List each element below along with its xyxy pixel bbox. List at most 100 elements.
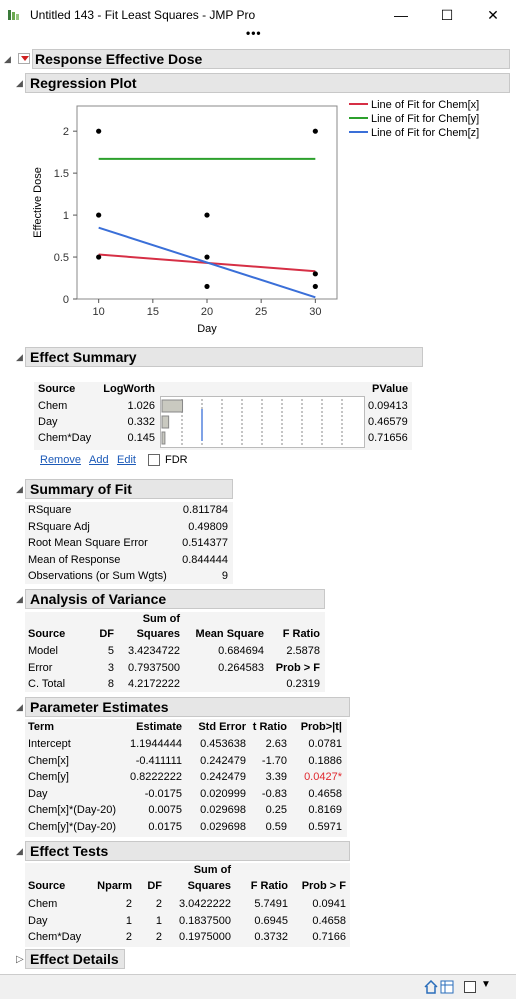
col-header-pvalue: PValue xyxy=(372,383,409,395)
logworth-bar xyxy=(161,399,184,413)
term-cell: Chem[y] xyxy=(28,771,69,783)
logworth-cell: 1.026 xyxy=(127,400,155,412)
col-header-pe-0: Term xyxy=(28,721,55,733)
col-header-pe-2: Std Error xyxy=(198,721,246,733)
fit-stat-label: Observations (or Sum Wgts) xyxy=(28,570,167,582)
effect-summary-header[interactable]: Effect Summary xyxy=(25,347,423,367)
anova-header[interactable]: Analysis of Variance xyxy=(25,589,325,609)
anova-ss: 0.7937500 xyxy=(128,661,180,674)
regression-plot-header[interactable]: Regression Plot xyxy=(25,73,510,93)
logworth-cell: 0.332 xyxy=(127,416,155,428)
expand-triangle-icon[interactable]: ▷ xyxy=(16,954,24,965)
effect-value: 0.3732 xyxy=(254,931,288,943)
status-bar: ▼ xyxy=(0,974,516,999)
pe-value-cell: -0.83 xyxy=(261,787,287,800)
effect-source: Chem*Day xyxy=(28,931,82,943)
fdr-label: FDR xyxy=(165,454,188,466)
legend-item: Line of Fit for Chem[x] xyxy=(371,99,479,111)
term-cell: Chem[x]*(Day-20) xyxy=(28,804,117,816)
legend-item: Line of Fit for Chem[z] xyxy=(371,127,479,139)
collapse-triangle-icon[interactable]: ◢ xyxy=(16,846,23,856)
close-button[interactable]: ✕ xyxy=(470,0,516,30)
window-checkbox[interactable] xyxy=(464,981,476,993)
data-point xyxy=(96,254,102,260)
table-icon[interactable] xyxy=(440,980,454,994)
anova-df: 5 xyxy=(107,645,114,657)
dropdown-arrow-icon[interactable]: ▼ xyxy=(481,979,491,990)
data-point xyxy=(312,283,318,290)
anova-ms: 0.684694 xyxy=(218,645,264,657)
anova-ms: 0.264583 xyxy=(218,661,264,674)
term-cell: Day xyxy=(28,787,48,800)
y-tick-label: 1.5 xyxy=(54,168,69,180)
data-point xyxy=(204,254,210,260)
fit-line-chem-z xyxy=(98,226,316,299)
effect-value: 0.7166 xyxy=(312,931,346,943)
logworth-bar xyxy=(161,431,166,445)
data-point xyxy=(96,212,102,218)
maximize-button[interactable]: ☐ xyxy=(424,0,470,30)
data-point xyxy=(204,212,210,218)
x-tick-label: 25 xyxy=(255,306,267,318)
remove-link[interactable]: Remove xyxy=(40,454,81,466)
x-tick-label: 20 xyxy=(201,306,213,318)
collapse-triangle-icon[interactable]: ◢ xyxy=(4,54,11,64)
pe-value-cell: 0.5971 xyxy=(308,820,342,833)
add-link[interactable]: Add xyxy=(89,454,109,466)
logworth-bar-area xyxy=(160,396,365,448)
effect-value: 1 xyxy=(125,914,132,927)
effect-details-header[interactable]: Effect Details xyxy=(25,949,125,969)
col-header-squares: Squares xyxy=(136,628,180,640)
data-point xyxy=(204,283,210,290)
logworth-bar xyxy=(161,415,170,429)
minimize-button[interactable]: — xyxy=(378,0,424,30)
col-header-mean-square: Mean Square xyxy=(195,628,264,640)
summary-of-fit-header[interactable]: Summary of Fit xyxy=(25,479,233,499)
col-header-f-ratio: F Ratio xyxy=(282,628,320,640)
anova-source: C. Total xyxy=(28,678,66,690)
minimize-icon: — xyxy=(394,7,408,23)
pe-value-cell: 0.0075 xyxy=(148,804,182,816)
pe-value-cell: 0.0427* xyxy=(304,771,342,783)
col-header-source: Source xyxy=(28,880,66,892)
pvalue-cell: 0.46579 xyxy=(368,416,408,428)
col-header-sum-of: Sum of xyxy=(193,864,231,876)
edit-link[interactable]: Edit xyxy=(117,454,136,466)
collapse-triangle-icon[interactable]: ◢ xyxy=(16,484,23,494)
pe-value-cell: 0.453638 xyxy=(200,738,246,750)
fit-stat-label: RSquare Adj xyxy=(28,520,90,533)
logworth-bars xyxy=(161,399,343,447)
collapse-triangle-icon[interactable]: ◢ xyxy=(16,594,23,604)
collapse-triangle-icon[interactable]: ◢ xyxy=(16,352,23,362)
effect-value: 0.1837500 xyxy=(179,914,231,927)
pvalue-cell: 0.09413 xyxy=(368,400,408,412)
title-bar: Untitled 143 - Fit Least Squares - JMP P… xyxy=(0,0,516,40)
fit-stat-value: 0.49809 xyxy=(188,520,228,533)
col-header-source: Source xyxy=(28,628,66,640)
y-axis-label: Effective Dose xyxy=(32,167,44,238)
x-tick-label: 30 xyxy=(309,306,321,318)
y-tick-label: 0.5 xyxy=(54,252,69,264)
red-triangle-menu-icon[interactable] xyxy=(18,53,30,64)
fdr-checkbox[interactable] xyxy=(148,454,160,466)
jmp-app-icon xyxy=(8,9,22,21)
pe-value-cell: 0.8169 xyxy=(308,804,342,816)
more-options-icon[interactable]: ••• xyxy=(246,26,262,40)
regression-plot: 10 15 20 25 30 0 0.5 1 1.5 2 Day Effective Dose Line… xyxy=(32,99,479,335)
home-icon[interactable] xyxy=(424,980,438,994)
effect-tests-header[interactable]: Effect Tests xyxy=(25,841,350,861)
maximize-icon: ☐ xyxy=(440,6,454,23)
collapse-triangle-icon[interactable]: ◢ xyxy=(16,702,23,712)
report-header[interactable]: Response Effective Dose xyxy=(32,49,510,69)
anova-ss: 4.2172222 xyxy=(128,678,180,690)
parameter-estimates-header[interactable]: Parameter Estimates xyxy=(25,697,350,717)
fit-stat-label: Mean of Response xyxy=(28,553,121,566)
window-title: Untitled 143 - Fit Least Squares - JMP P… xyxy=(30,8,256,22)
collapse-triangle-icon[interactable]: ◢ xyxy=(16,78,23,88)
anova-source: Model xyxy=(28,645,58,657)
y-tick-label: 0 xyxy=(63,294,69,306)
effect-value: 0.0941 xyxy=(312,898,346,910)
fit-stat-label: Root Mean Square Error xyxy=(28,537,148,549)
col-header-f-ratio: F Ratio xyxy=(250,880,288,892)
pe-value-cell: -0.411111 xyxy=(135,754,182,767)
